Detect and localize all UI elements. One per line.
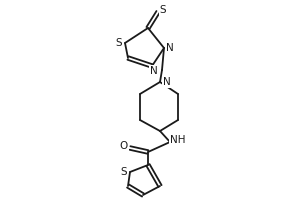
Text: S: S (116, 38, 122, 48)
Text: N: N (166, 43, 174, 53)
Text: N: N (163, 77, 171, 87)
Text: S: S (121, 167, 127, 177)
Text: NH: NH (170, 135, 186, 145)
Text: O: O (120, 141, 128, 151)
Text: N: N (150, 66, 158, 76)
Text: S: S (160, 5, 166, 15)
